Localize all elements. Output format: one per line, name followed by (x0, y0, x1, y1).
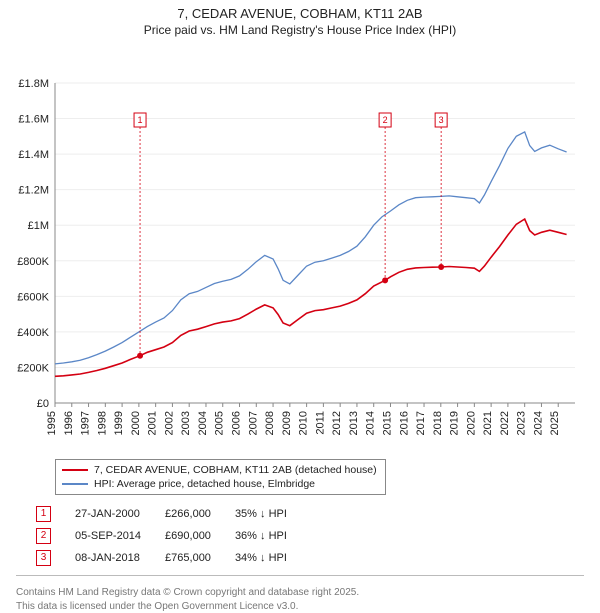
svg-text:£800K: £800K (17, 256, 49, 268)
svg-text:2: 2 (383, 115, 388, 125)
svg-text:2012: 2012 (331, 411, 343, 435)
svg-text:£1M: £1M (28, 220, 49, 232)
svg-text:1996: 1996 (63, 411, 75, 435)
legend-item: 7, CEDAR AVENUE, COBHAM, KT11 2AB (detac… (62, 463, 377, 477)
svg-text:2002: 2002 (163, 411, 175, 435)
marker-price: £266,000 (159, 503, 229, 525)
svg-text:2015: 2015 (381, 411, 393, 435)
footer-line-2: This data is licensed under the Open Gov… (16, 600, 600, 613)
svg-text:£200K: £200K (17, 362, 49, 374)
table-row: 1 27-JAN-2000£266,00035% ↓ HPI (30, 503, 305, 525)
chart-title-address: 7, CEDAR AVENUE, COBHAM, KT11 2AB (0, 6, 600, 21)
footer-line-1: Contains HM Land Registry data © Crown c… (16, 586, 600, 600)
table-row: 3 08-JAN-2018£765,00034% ↓ HPI (30, 547, 305, 569)
footer-divider (16, 575, 584, 576)
svg-text:£400K: £400K (17, 327, 49, 339)
svg-text:2003: 2003 (180, 411, 192, 435)
marker-diff: 34% ↓ HPI (229, 547, 305, 569)
svg-text:2014: 2014 (365, 411, 377, 435)
chart-area: £0 £200K £400K £600K £800K £1M £1.2M £1.4M £1.6M… (0, 41, 600, 453)
svg-text:2005: 2005 (214, 411, 226, 435)
svg-text:2006: 2006 (231, 411, 243, 435)
svg-text:1995: 1995 (46, 411, 58, 435)
svg-text:1999: 1999 (113, 411, 125, 435)
svg-text:2009: 2009 (281, 411, 293, 435)
svg-text:2010: 2010 (298, 411, 310, 435)
svg-text:3: 3 (439, 115, 444, 125)
svg-text:1: 1 (138, 115, 143, 125)
svg-text:£0: £0 (37, 398, 49, 410)
svg-text:£1.6M: £1.6M (18, 114, 49, 126)
marker-diff: 36% ↓ HPI (229, 525, 305, 547)
svg-text:2018: 2018 (432, 411, 444, 435)
svg-text:2022: 2022 (499, 411, 511, 435)
marker-events-table: 1 27-JAN-2000£266,00035% ↓ HPI 2 05-SEP-201… (30, 503, 305, 569)
marker-number-box: 1 (36, 506, 51, 522)
svg-text:£600K: £600K (17, 291, 49, 303)
svg-text:2017: 2017 (415, 411, 427, 435)
svg-text:2001: 2001 (147, 411, 159, 435)
svg-text:1997: 1997 (80, 411, 92, 435)
marker-price: £690,000 (159, 525, 229, 547)
legend-item: HPI: Average price, detached house, Elmb… (62, 477, 377, 491)
marker-date: 08-JAN-2018 (69, 547, 159, 569)
svg-text:2016: 2016 (398, 411, 410, 435)
svg-text:2007: 2007 (247, 411, 259, 435)
svg-text:2023: 2023 (516, 411, 528, 435)
svg-text:2020: 2020 (465, 411, 477, 435)
svg-text:2000: 2000 (130, 411, 142, 435)
svg-text:2011: 2011 (314, 411, 326, 435)
chart-title-subtitle: Price paid vs. HM Land Registry's House … (0, 23, 600, 37)
marker-number-box: 2 (36, 528, 51, 544)
legend-label: 7, CEDAR AVENUE, COBHAM, KT11 2AB (detac… (94, 464, 377, 476)
svg-text:2008: 2008 (264, 411, 276, 435)
legend-swatch (62, 469, 88, 471)
marker-price: £765,000 (159, 547, 229, 569)
legend-box: 7, CEDAR AVENUE, COBHAM, KT11 2AB (detac… (55, 459, 386, 495)
svg-text:2021: 2021 (482, 411, 494, 435)
legend-label: HPI: Average price, detached house, Elmb… (94, 478, 315, 490)
svg-text:£1.4M: £1.4M (18, 149, 49, 161)
marker-diff: 35% ↓ HPI (229, 503, 305, 525)
line-chart-svg: £0 £200K £400K £600K £800K £1M £1.2M £1.4M £1.6M… (0, 41, 600, 453)
svg-text:2013: 2013 (348, 411, 360, 435)
svg-text:2025: 2025 (549, 411, 561, 435)
svg-text:2024: 2024 (532, 411, 544, 435)
marker-date: 27-JAN-2000 (69, 503, 159, 525)
marker-date: 05-SEP-2014 (69, 525, 159, 547)
marker-number-box: 3 (36, 550, 51, 566)
svg-text:£1.8M: £1.8M (18, 78, 49, 90)
svg-text:£1.2M: £1.2M (18, 185, 49, 197)
svg-text:2019: 2019 (449, 411, 461, 435)
footer-attribution: Contains HM Land Registry data © Crown c… (16, 586, 600, 613)
svg-text:1998: 1998 (96, 411, 108, 435)
svg-text:2004: 2004 (197, 411, 209, 435)
table-row: 2 05-SEP-2014£690,00036% ↓ HPI (30, 525, 305, 547)
legend-swatch (62, 483, 88, 485)
